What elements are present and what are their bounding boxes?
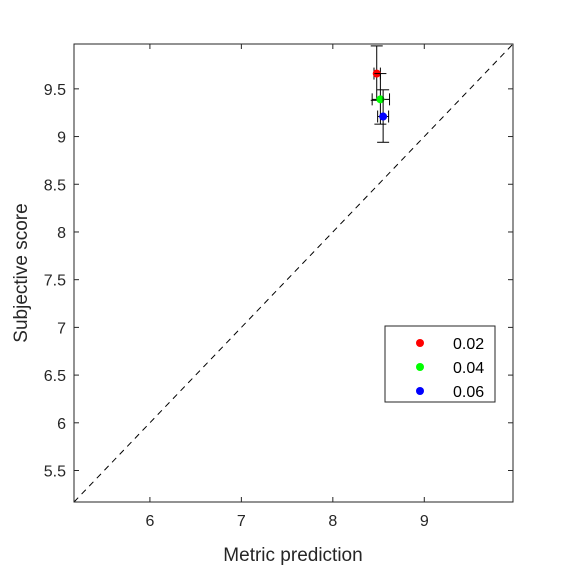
axis-ticks	[74, 44, 513, 502]
legend-label: 0.04	[453, 360, 484, 377]
legend-marker-0-04	[416, 363, 424, 371]
y-axis-label: Subjective score	[11, 203, 32, 342]
x-tick-label: 9	[420, 513, 429, 530]
y-tick-label: 8.5	[44, 177, 66, 194]
legend-box	[384, 325, 496, 403]
tick-labels: 6 7 8 9 5.5 6 6.5 7 7.5 8 8.5 9 9.5	[44, 82, 429, 530]
x-tick-label: 7	[237, 513, 246, 530]
legend-label: 0.02	[453, 336, 484, 353]
x-tick-label: 6	[145, 513, 154, 530]
identity-reference-line	[73, 43, 514, 503]
y-tick-label: 7.5	[44, 273, 66, 290]
y-tick-label: 7	[57, 320, 66, 337]
legend-items: 0.02 0.04 0.06	[416, 336, 484, 401]
x-tick-label: 8	[328, 513, 337, 530]
y-tick-label: 9.5	[44, 82, 66, 99]
plot-frame	[73, 43, 514, 503]
legend: 0.02 0.04 0.06	[384, 325, 496, 403]
x-axis-label: Metric prediction	[223, 545, 362, 566]
data-marks	[370, 45, 391, 143]
y-tick-label: 6	[57, 416, 66, 433]
y-tick-label: 6.5	[44, 368, 66, 385]
data-point-0-04	[376, 95, 385, 104]
legend-label: 0.06	[453, 384, 484, 401]
legend-marker-0-02	[416, 339, 424, 347]
y-tick-label: 9	[57, 130, 66, 147]
y-tick-label: 5.5	[44, 464, 66, 481]
y-tick-label: 8	[57, 225, 66, 242]
legend-marker-0-06	[416, 387, 424, 395]
data-point-0-06	[379, 112, 388, 121]
